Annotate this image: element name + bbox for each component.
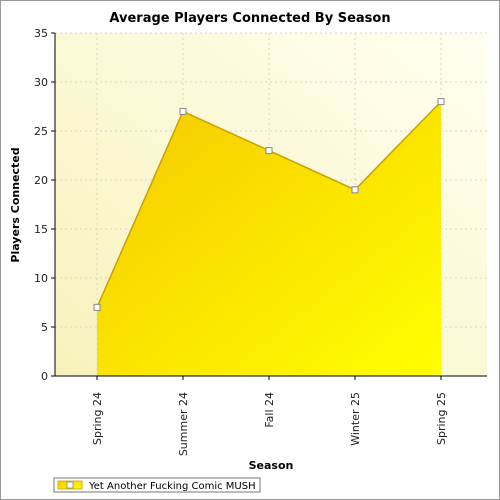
legend-marker [66, 481, 74, 489]
y-tick-label: 20 [34, 174, 48, 187]
data-point [179, 107, 187, 115]
x-axis-label: Season [249, 459, 294, 472]
series-markers [93, 98, 445, 311]
x-tick-label: Summer 24 [177, 392, 190, 456]
x-axis-ticks: Spring 24 Summer 24 Fall 24 Winter 25 Spring… [91, 376, 448, 456]
x-tick-label: Spring 24 [91, 392, 104, 445]
data-point [93, 303, 101, 311]
y-axis-label: Players Connected [9, 147, 22, 262]
y-tick-label: 0 [41, 370, 48, 383]
y-axis-ticks: 0 5 10 15 20 25 30 35 [34, 27, 55, 383]
legend-box [53, 477, 261, 493]
series-area-fill [97, 101, 441, 376]
chart-title: Average Players Connected By Season [109, 11, 390, 26]
x-tick-label: Fall 24 [263, 392, 276, 428]
data-point [351, 186, 359, 194]
y-tick-label: 5 [41, 321, 48, 334]
data-point [265, 147, 273, 155]
x-tick-label: Winter 25 [349, 392, 362, 446]
y-tick-label: 25 [34, 125, 48, 138]
legend-label: Yet Another Fucking Comic MUSH [88, 481, 256, 492]
y-tick-label: 35 [34, 27, 48, 40]
y-tick-label: 30 [34, 76, 48, 89]
legend: Yet Another Fucking Comic MUSH [53, 477, 261, 493]
y-tick-label: 10 [34, 272, 48, 285]
y-tick-label: 15 [34, 223, 48, 236]
x-tick-label: Spring 25 [435, 392, 448, 445]
data-point [437, 98, 445, 106]
